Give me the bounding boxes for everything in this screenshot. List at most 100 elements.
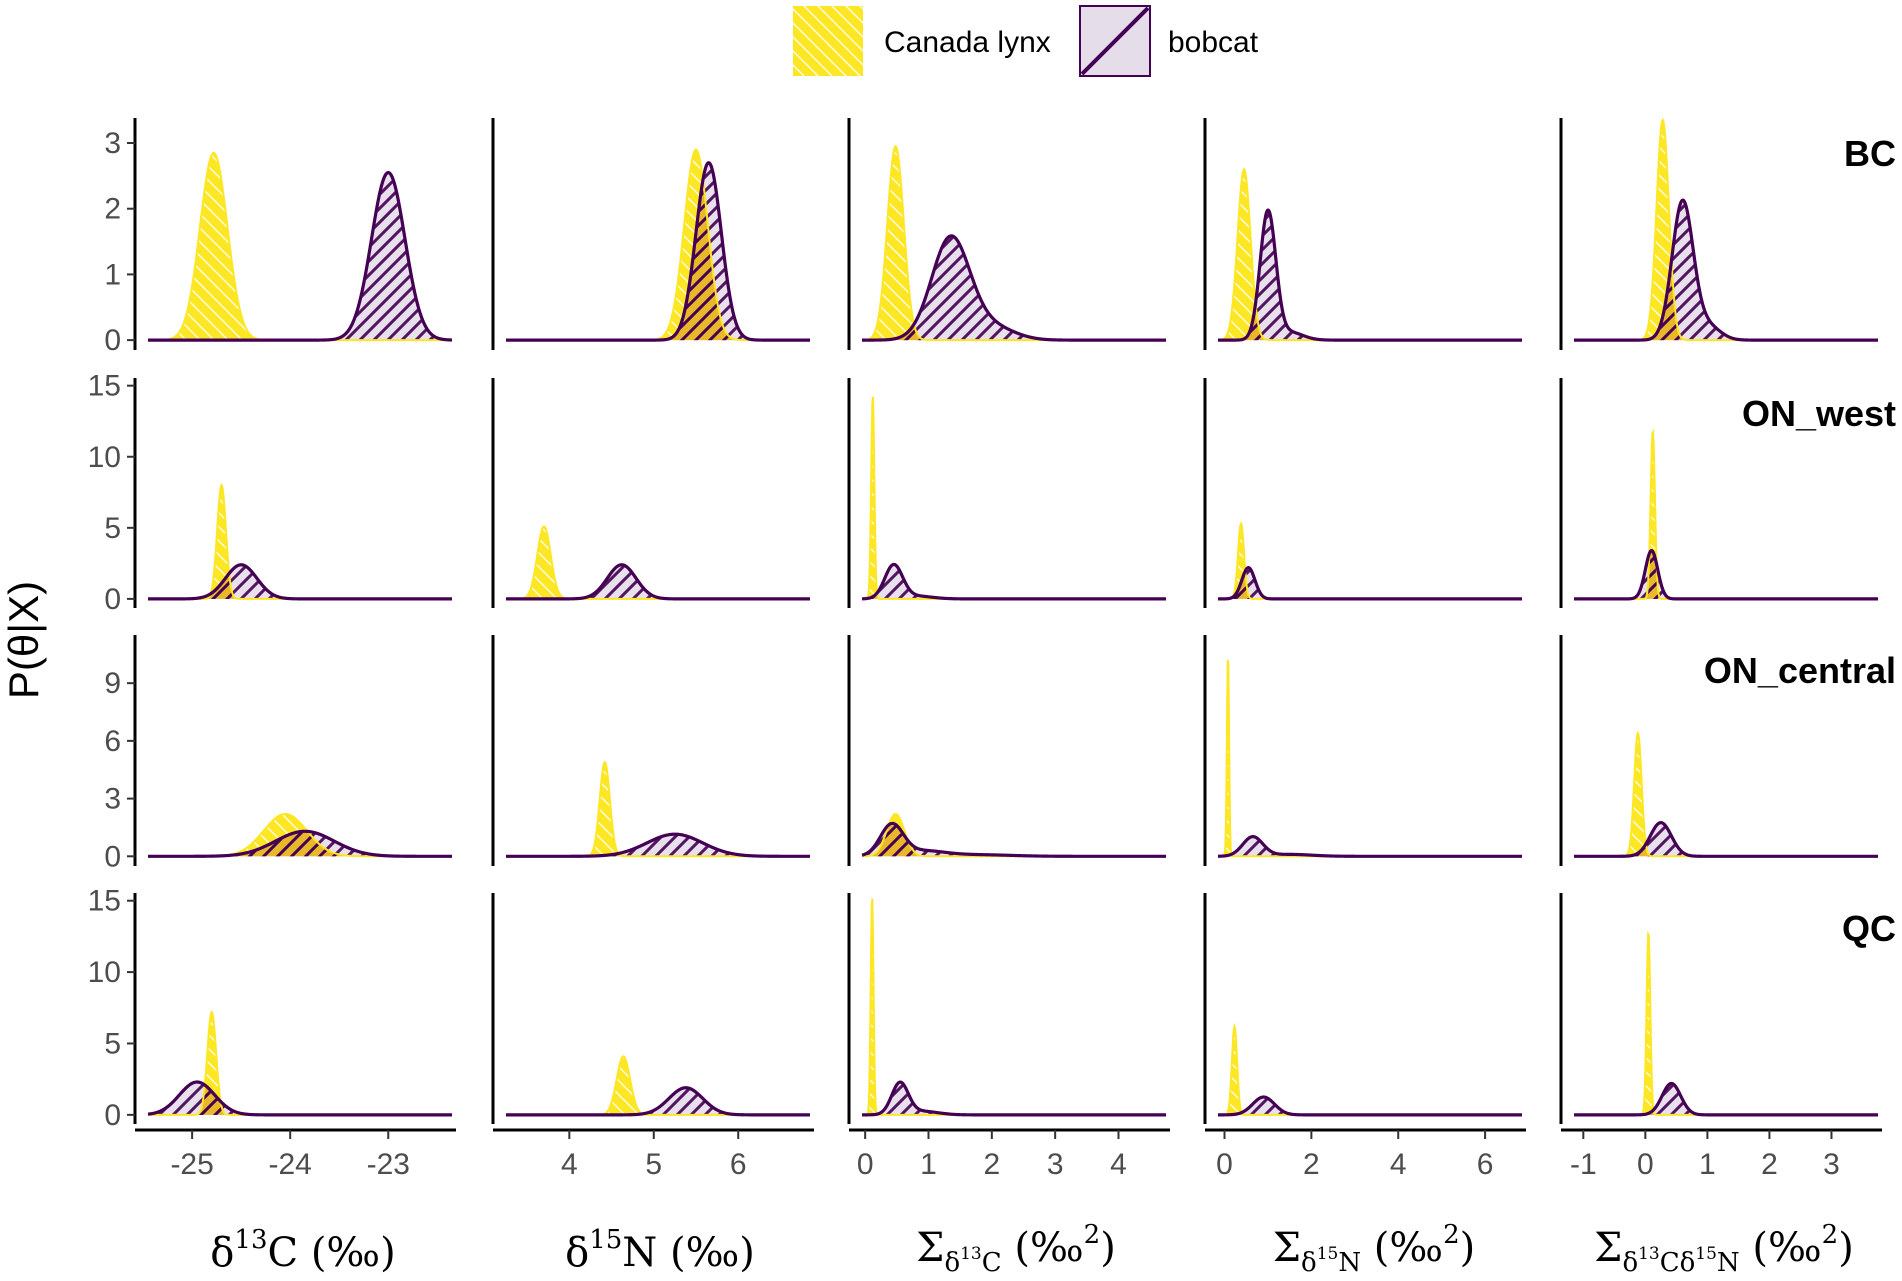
density-area-canada-lynx <box>862 898 1166 1115</box>
density-overlap <box>862 823 1166 857</box>
panel-on-central-Sd15N <box>1217 659 1523 858</box>
y-tick-label: 0 <box>104 1099 121 1132</box>
panel-bc-Sd13Cd15N <box>1573 118 1879 342</box>
density-line-canada-lynx <box>862 396 1166 600</box>
x-axis-title-d13C: δ13C (‰) <box>210 1225 396 1276</box>
panel-on-west-d15N <box>505 525 811 601</box>
density-area-bobcat <box>1218 1097 1522 1115</box>
density-line-canada-lynx <box>506 148 810 342</box>
x-tick-label: 4 <box>1110 1148 1127 1181</box>
legend-label-canada-lynx: Canada lynx <box>884 26 1051 59</box>
panel-qc-d13C <box>147 1010 453 1117</box>
y-tick-label: 5 <box>104 512 121 545</box>
density-line-canada-lynx <box>148 483 452 600</box>
density-area-bobcat <box>148 564 452 599</box>
density-line-bobcat <box>861 234 1167 342</box>
x-tick-label: 5 <box>645 1148 662 1181</box>
x-tick-label: 3 <box>1823 1148 1840 1181</box>
legend-item-canada-lynx: Canada lynx <box>793 6 1051 76</box>
x-tick-label: -25 <box>170 1148 213 1181</box>
density-area-bobcat <box>1574 200 1878 341</box>
density-area-canada-lynx <box>506 526 810 599</box>
y-tick-label: 1 <box>104 258 121 291</box>
density-area-bobcat <box>506 1087 810 1115</box>
density-line-bobcat <box>1217 1095 1523 1117</box>
y-tick-label: 2 <box>104 193 121 226</box>
density-line-bobcat <box>505 563 811 601</box>
panel-on-central-Sd13C <box>861 812 1167 858</box>
legend: Canada lynx bobcat <box>793 5 1259 77</box>
density-area-bobcat <box>862 564 1166 599</box>
density-area-canada-lynx <box>148 485 452 599</box>
density-area-bobcat <box>862 1082 1166 1115</box>
density-area-bobcat <box>1218 567 1522 599</box>
density-area-bobcat <box>148 1082 452 1115</box>
density-overlap <box>1574 550 1878 599</box>
density-line-bobcat <box>505 1086 811 1117</box>
panel-on-central-Sd13Cd15N <box>1573 730 1879 858</box>
x-axis-title-d15N: δ15N (‰) <box>565 1225 755 1276</box>
y-tick-label: 0 <box>104 583 121 616</box>
density-line-bobcat <box>1573 1081 1879 1117</box>
panel-qc-Sd13Cd15N <box>1573 930 1879 1117</box>
x-tick-label: 1 <box>920 1148 937 1181</box>
density-line-bobcat <box>861 821 1167 858</box>
x-tick-label: 2 <box>1761 1148 1778 1181</box>
x-axis-d13C: -25 -24 -23 <box>135 1128 456 1181</box>
legend-item-bobcat: bobcat <box>1079 5 1259 77</box>
strip-label-on-west: ON_west <box>1742 393 1896 434</box>
density-area-canada-lynx <box>1574 432 1878 599</box>
y-tick-label: 3 <box>104 783 121 816</box>
panel-qc-Sd13C <box>861 898 1167 1117</box>
density-line-bobcat <box>1217 208 1523 342</box>
panel-on-west-Sd13Cd15N <box>1573 428 1879 601</box>
panel-bc-d13C <box>147 151 453 342</box>
density-area-canada-lynx <box>148 1012 452 1115</box>
row-bc: 0 1 2 3 BC <box>104 118 1896 357</box>
x-axis-Sd15N: 0 2 4 6 <box>1205 1128 1526 1181</box>
density-line-bobcat <box>147 1080 453 1117</box>
y-tick-label: 3 <box>104 127 121 160</box>
legend-key-canada-lynx <box>793 6 863 76</box>
density-area-bobcat <box>506 162 810 341</box>
x-axis-Sd13C: 0 1 2 3 4 <box>849 1128 1170 1181</box>
x-axis-title-sigma-d15N: Σδ15N (‰2) <box>1272 1220 1476 1278</box>
x-tick-label: 4 <box>561 1148 578 1181</box>
density-line-canada-lynx <box>1574 118 1878 342</box>
row-on-west: 0 5 10 15 ON_west <box>88 370 1896 616</box>
density-line-bobcat <box>147 563 453 601</box>
legend-key-bobcat-stroke <box>1080 6 1150 76</box>
x-axis-d15N: 4 5 6 <box>493 1128 814 1181</box>
density-overlap <box>148 573 452 599</box>
density-area-canada-lynx <box>1574 733 1878 857</box>
density-line-bobcat <box>147 829 453 858</box>
density-line-bobcat <box>861 1080 1167 1117</box>
x-tick-label: 2 <box>983 1148 1000 1181</box>
panel-bc-Sd15N <box>1217 167 1523 342</box>
y-tick-label: 15 <box>88 370 121 403</box>
panel-on-west-Sd15N <box>1217 521 1523 601</box>
x-tick-label: 0 <box>857 1148 874 1181</box>
panel-qc-Sd15N <box>1217 1022 1523 1117</box>
row-qc: 0 5 10 15 QC <box>88 885 1896 1132</box>
density-area-bobcat <box>506 834 810 857</box>
density-area-canada-lynx <box>1574 120 1878 341</box>
density-area-bobcat <box>1574 1083 1878 1115</box>
panel-bc-d15N <box>505 148 811 342</box>
density-area-canada-lynx <box>1218 523 1522 599</box>
density-line-canada-lynx <box>1574 930 1878 1116</box>
y-tick-label: 0 <box>104 840 121 873</box>
density-line-canada-lynx <box>1218 659 1522 858</box>
strip-label-bc: BC <box>1844 133 1896 174</box>
x-tick-label: -23 <box>367 1148 410 1181</box>
x-tick-label: 4 <box>1390 1148 1407 1181</box>
x-tick-label: 6 <box>730 1148 747 1181</box>
panel-on-west-Sd13C <box>861 396 1167 601</box>
x-axis-title-sigma-d13C-d15N: Σδ13Cδ15N (‰2) <box>1594 1220 1854 1278</box>
density-line-bobcat <box>1217 835 1523 858</box>
y-tick-label: 9 <box>104 667 121 700</box>
density-overlap <box>1574 844 1878 857</box>
legend-label-bobcat: bobcat <box>1168 26 1259 59</box>
